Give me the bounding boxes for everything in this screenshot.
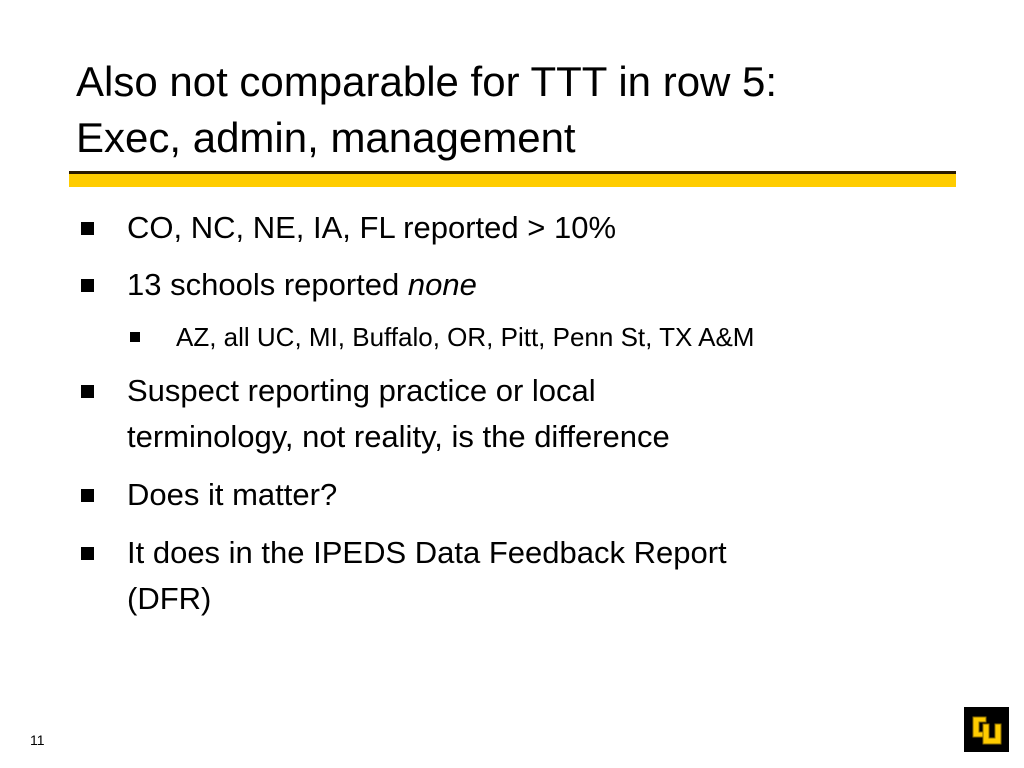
bullet-square-icon xyxy=(130,332,140,342)
bullet-text: AZ, all UC, MI, Buffalo, OR, Pitt, Penn … xyxy=(176,322,755,352)
bullet-2: 13 schools reported none xyxy=(81,262,477,308)
bullet-emphasis: none xyxy=(407,267,477,302)
bullet-4: Does it matter? xyxy=(81,472,338,518)
bullet-square-icon xyxy=(81,489,94,502)
cu-logo-icon xyxy=(972,716,1002,745)
bullet-text-line-1: Suspect reporting practice or local xyxy=(127,373,596,408)
cu-logo xyxy=(964,707,1009,752)
slide-title: Also not comparable for TTT in row 5: Ex… xyxy=(76,54,976,166)
bullet-text-line-1: It does in the IPEDS Data Feedback Repor… xyxy=(127,535,727,570)
sub-bullet-1: AZ, all UC, MI, Buffalo, OR, Pitt, Penn … xyxy=(130,320,755,354)
title-line-2: Exec, admin, management xyxy=(76,114,576,161)
bullet-text-line-2: (DFR) xyxy=(127,581,212,616)
bullet-square-icon xyxy=(81,547,94,560)
bullet-3: Suspect reporting practice or local termi… xyxy=(81,368,670,460)
bullet-square-icon xyxy=(81,279,94,292)
bullet-text-line-2: terminology, not reality, is the differe… xyxy=(127,419,670,454)
page-number: 11 xyxy=(30,732,45,748)
bullet-1: CO, NC, NE, IA, FL reported > 10% xyxy=(81,205,617,251)
bullet-text: CO, NC, NE, IA, FL reported > 10% xyxy=(127,210,617,245)
bullet-square-icon xyxy=(81,385,94,398)
bullet-5: It does in the IPEDS Data Feedback Repor… xyxy=(81,530,727,622)
title-divider xyxy=(69,171,956,187)
bullet-text: Does it matter? xyxy=(127,477,338,512)
title-line-1: Also not comparable for TTT in row 5: xyxy=(76,58,778,105)
bullet-square-icon xyxy=(81,222,94,235)
bullet-text: 13 schools reported xyxy=(127,267,408,302)
